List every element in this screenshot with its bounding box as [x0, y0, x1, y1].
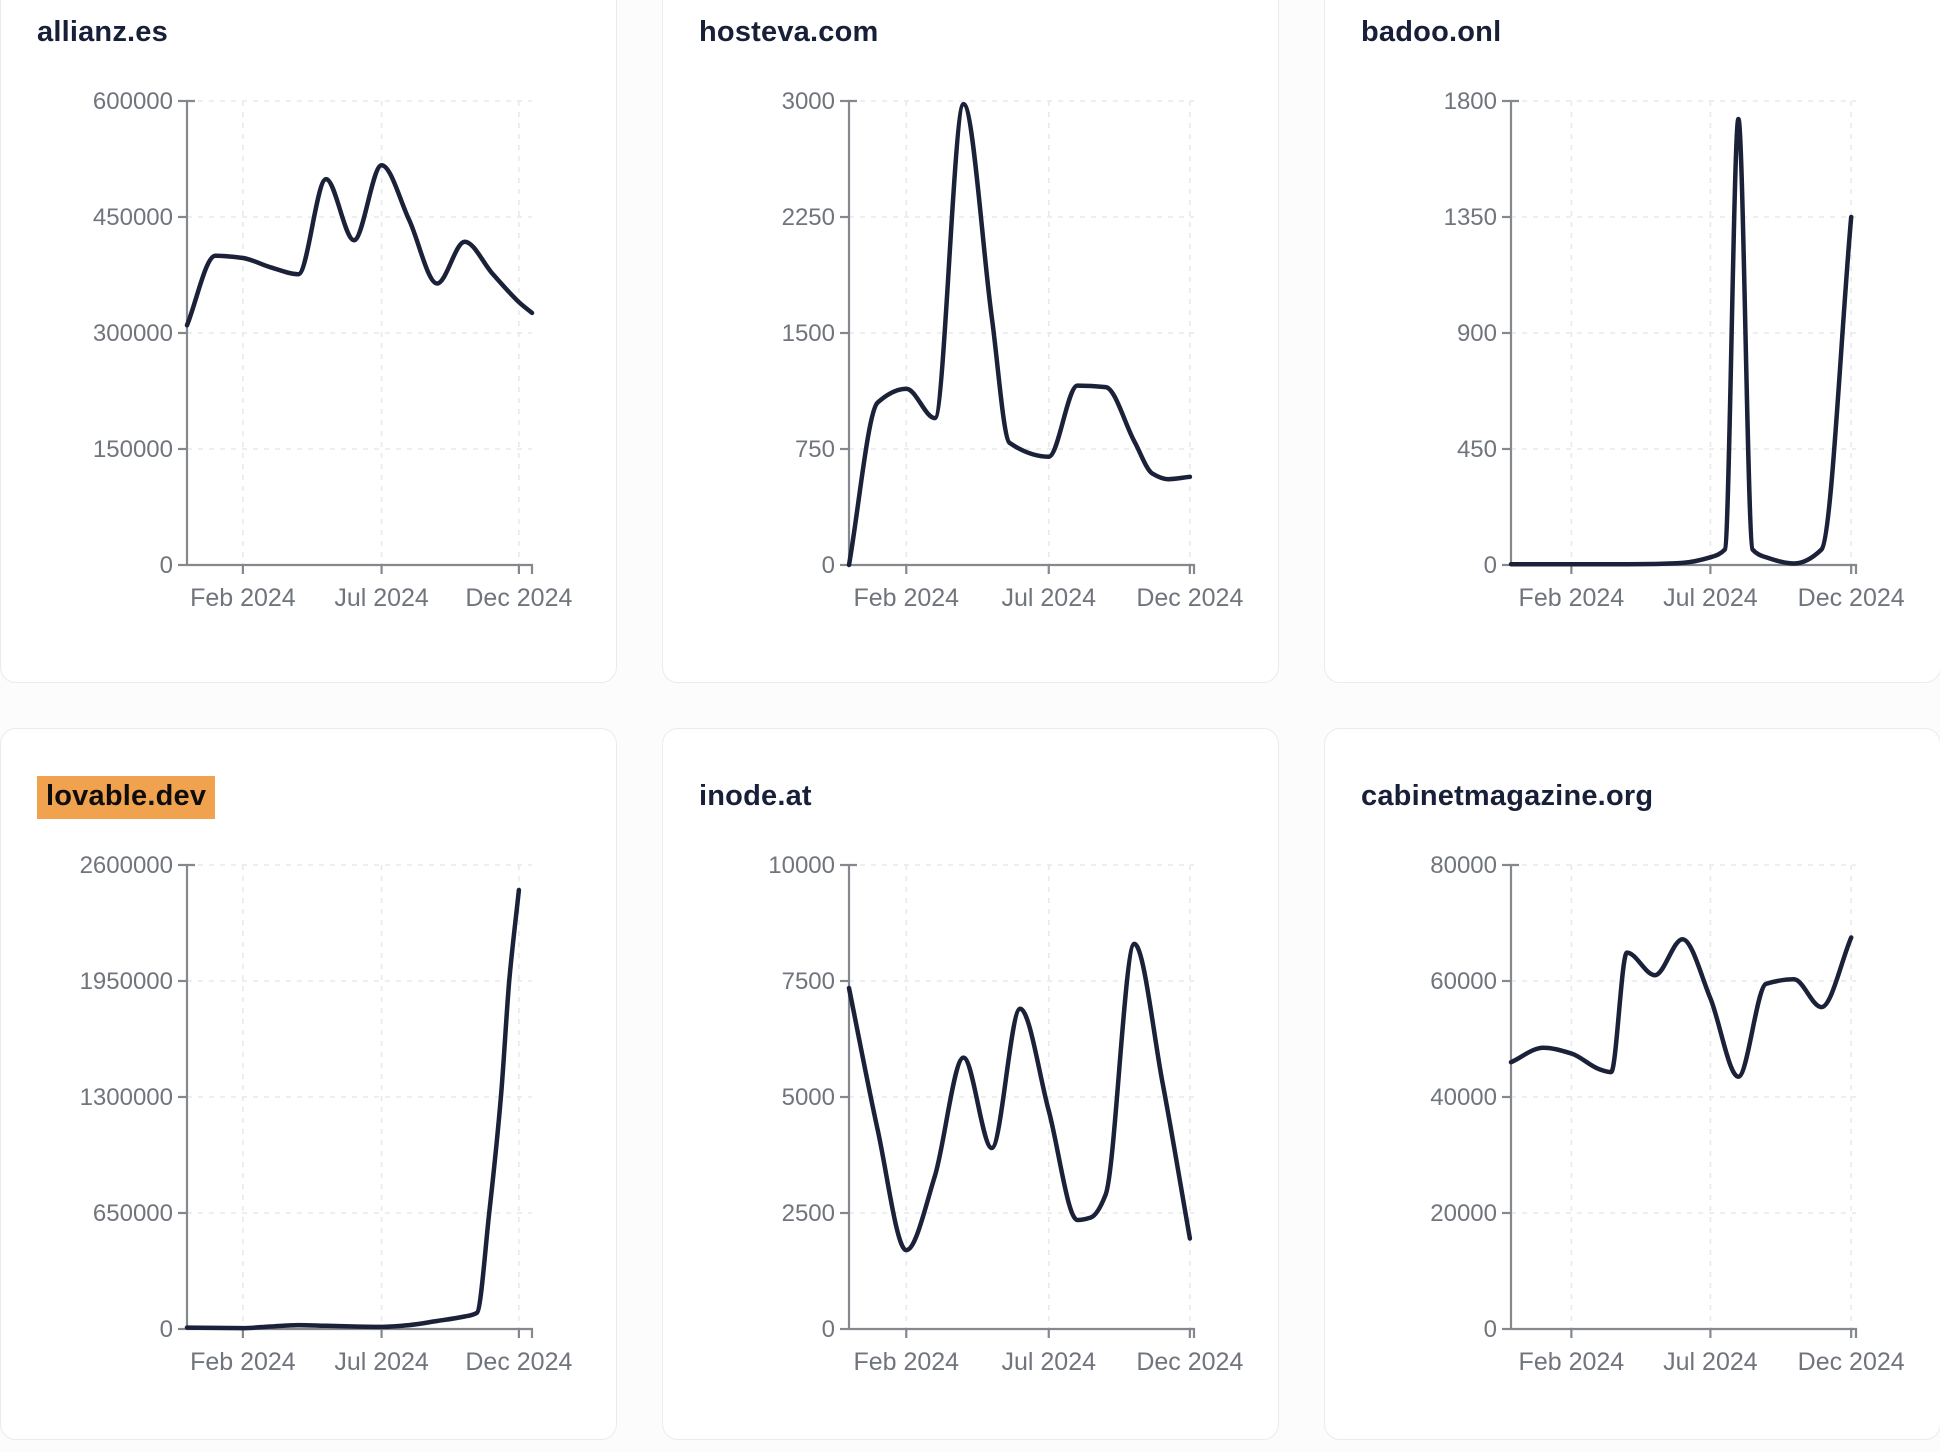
y-tick-label: 3000: [782, 88, 835, 115]
x-tick-label: Jul 2024: [1663, 1348, 1758, 1376]
x-tick-label: Dec 2024: [1798, 1348, 1905, 1376]
x-tick-label: Feb 2024: [190, 584, 296, 612]
y-tick-label: 650000: [93, 1200, 173, 1227]
y-axis: [1509, 863, 1519, 1329]
x-tick-label: Dec 2024: [1136, 584, 1243, 612]
trend-line: [184, 162, 535, 328]
y-tick-label: 150000: [93, 436, 173, 463]
chart-title[interactable]: inode.at: [699, 779, 812, 813]
x-tick-label: Dec 2024: [1136, 1348, 1243, 1376]
y-tick-label: 20000: [1430, 1200, 1497, 1227]
y-tick-label: 1800: [1444, 88, 1497, 115]
y-tick-label: 60000: [1430, 968, 1497, 995]
x-axis: [187, 1327, 534, 1338]
y-axis: [847, 863, 857, 1329]
y-tick-label: 1500: [782, 320, 835, 347]
title-text: inode.at: [699, 780, 812, 812]
chart-card: lovable.dev 0 650000 1300000 1950000 2600000 F…: [0, 728, 617, 1440]
y-axis: [185, 99, 195, 565]
x-tick-label: Jul 2024: [334, 1348, 429, 1376]
x-tick-label: Dec 2024: [465, 1348, 572, 1376]
y-tick-label: 0: [1484, 1316, 1497, 1343]
y-tick-label: 80000: [1430, 852, 1497, 879]
y-tick-label: 40000: [1430, 1084, 1497, 1111]
y-tick-label: 2250: [782, 204, 835, 231]
y-tick-label: 5000: [782, 1084, 835, 1111]
line-chart[interactable]: 0 650000 1300000 1950000 2600000 Feb 2024 Jul …: [1, 729, 618, 1448]
chart-title[interactable]: badoo.onl: [1361, 15, 1501, 49]
x-tick-label: Dec 2024: [1798, 584, 1905, 612]
x-tick-label: Feb 2024: [1519, 584, 1625, 612]
chart-card: inode.at 0 2500 5000 7500 10000 Feb 2024 Jul 20…: [662, 728, 1279, 1440]
y-tick-label: 2500: [782, 1200, 835, 1227]
line-chart[interactable]: 0 20000 40000 60000 80000 Feb 2024 Jul 2024 Dec…: [1325, 729, 1940, 1448]
y-tick-label: 2600000: [80, 852, 173, 879]
x-tick-label: Jul 2024: [1001, 584, 1096, 612]
y-tick-label: 0: [822, 552, 835, 579]
chart-title[interactable]: lovable.dev: [37, 776, 216, 819]
chart-title[interactable]: cabinetmagazine.org: [1361, 779, 1653, 813]
y-tick-label: 0: [160, 552, 173, 579]
x-axis: [849, 563, 1196, 574]
title-text: hosteva.com: [699, 16, 879, 48]
y-tick-label: 0: [160, 1316, 173, 1343]
y-tick-label: 900: [1457, 320, 1497, 347]
chart-card: cabinetmagazine.org 0 20000 40000 60000 80000…: [1324, 728, 1940, 1440]
x-axis: [1511, 1327, 1858, 1338]
x-tick-label: Dec 2024: [465, 584, 572, 612]
x-axis: [849, 1327, 1196, 1338]
x-tick-label: Feb 2024: [853, 1348, 959, 1376]
title-text: allianz.es: [37, 16, 168, 48]
y-tick-label: 1300000: [80, 1084, 173, 1111]
y-tick-label: 450: [1457, 436, 1497, 463]
x-tick-label: Feb 2024: [1519, 1348, 1625, 1376]
y-tick-label: 300000: [93, 320, 173, 347]
title-text: badoo.onl: [1361, 16, 1502, 48]
y-tick-label: 7500: [782, 968, 835, 995]
y-axis: [185, 863, 195, 1329]
trend-line: [846, 941, 1193, 1253]
x-tick-label: Jul 2024: [334, 584, 429, 612]
x-tick-label: Jul 2024: [1663, 584, 1758, 612]
x-axis: [187, 563, 534, 574]
y-axis: [847, 99, 857, 565]
line-chart[interactable]: 0 450 900 1350 1800 Feb 2024 Jul 2024 Dec 2024: [1325, 0, 1940, 684]
x-tick-label: Jul 2024: [1001, 1348, 1096, 1376]
chart-card: allianz.es 0 150000 300000 450000 600000 Feb 2…: [0, 0, 617, 683]
trend-line: [1508, 116, 1854, 567]
title-highlight: lovable.dev: [37, 776, 216, 819]
trend-line: [1508, 935, 1854, 1079]
chart-title[interactable]: allianz.es: [37, 15, 168, 49]
line-chart[interactable]: 0 2500 5000 7500 10000 Feb 2024 Jul 2024 Dec 20…: [663, 729, 1280, 1448]
y-tick-label: 450000: [93, 204, 173, 231]
line-chart[interactable]: 0 150000 300000 450000 600000 Feb 2024 Jul 202…: [1, 0, 618, 684]
y-tick-label: 0: [1484, 552, 1497, 579]
y-tick-label: 0: [822, 1316, 835, 1343]
chart-card: hosteva.com 0 750 1500 2250 3000 Feb 2024 Jul 2…: [662, 0, 1279, 683]
x-tick-label: Feb 2024: [190, 1348, 296, 1376]
chart-title[interactable]: hosteva.com: [699, 15, 879, 49]
x-tick-label: Feb 2024: [853, 584, 959, 612]
y-tick-label: 1350: [1444, 204, 1497, 231]
chart-card: badoo.onl 0 450 900 1350 1800 Feb 2024 Jul 2024…: [1324, 0, 1940, 683]
trend-line: [846, 101, 1193, 568]
title-text: cabinetmagazine.org: [1361, 780, 1654, 812]
line-chart[interactable]: 0 750 1500 2250 3000 Feb 2024 Jul 2024 Dec 2024: [663, 0, 1280, 684]
y-tick-label: 10000: [768, 852, 835, 879]
y-tick-label: 1950000: [80, 968, 173, 995]
y-tick-label: 600000: [93, 88, 173, 115]
y-tick-label: 750: [795, 436, 835, 463]
y-axis: [1509, 99, 1519, 565]
trend-line: [184, 887, 522, 1331]
